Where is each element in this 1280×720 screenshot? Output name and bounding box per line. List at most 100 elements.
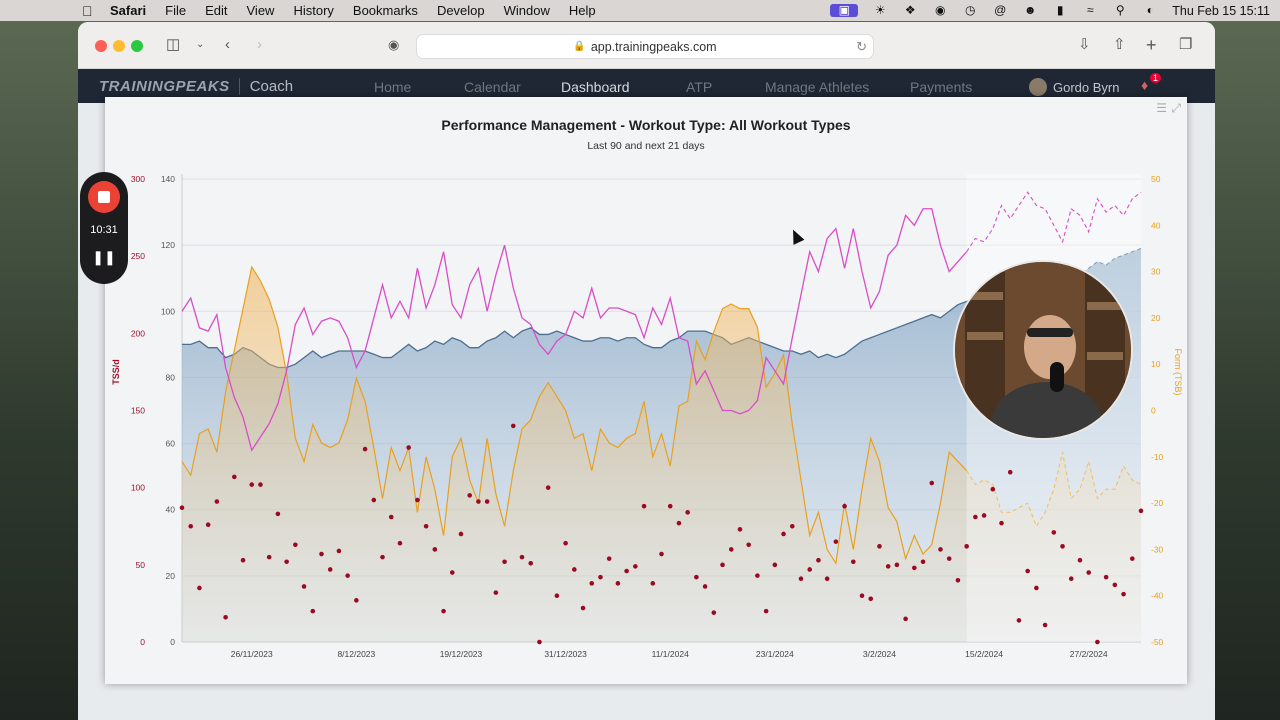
- tss-point: [1121, 591, 1126, 597]
- tsb-axis-tick-label: -10: [1151, 452, 1164, 462]
- tss-point: [388, 514, 394, 520]
- menu-bookmarks[interactable]: Bookmarks: [352, 3, 418, 18]
- at-icon[interactable]: @: [994, 3, 1007, 17]
- close-window-button[interactable]: [95, 40, 107, 52]
- nav-payments[interactable]: Payments: [910, 79, 973, 95]
- tss-point: [232, 474, 237, 480]
- wifi-icon[interactable]: ≈: [1086, 3, 1094, 17]
- tss-point: [179, 505, 185, 511]
- new-tab-icon[interactable]: +: [1146, 35, 1157, 55]
- tss-axis-tick-label: 100: [131, 483, 145, 493]
- url-text: app.trainingpeaks.com: [590, 39, 717, 54]
- pause-icon[interactable]: ❚❚: [92, 249, 116, 265]
- tss-point: [877, 544, 882, 549]
- tss-point: [197, 585, 202, 591]
- trainingpeaks-logo[interactable]: TRAININGPEAKS: [99, 77, 230, 95]
- tss-point: [563, 540, 568, 546]
- tss-point: [1086, 570, 1091, 575]
- tss-axis-tick-label: 250: [131, 251, 145, 261]
- tss-point: [1025, 568, 1030, 574]
- address-bar[interactable]: 🔒 app.trainingpeaks.com ↻: [416, 34, 874, 59]
- tss-point: [728, 547, 734, 552]
- tss-point: [824, 576, 830, 582]
- tss-point: [912, 565, 917, 571]
- hamburger-menu-icon[interactable]: ☰: [1156, 101, 1167, 115]
- tsb-axis-tick-label: -50: [1151, 637, 1164, 647]
- menu-develop[interactable]: Develop: [436, 3, 485, 18]
- dropbox-icon[interactable]: ❖: [904, 3, 916, 17]
- tss-point: [624, 568, 629, 574]
- tss-point: [964, 544, 969, 549]
- nav-calendar[interactable]: Calendar: [464, 79, 521, 95]
- tss-point: [667, 503, 673, 509]
- minimize-window-button[interactable]: [113, 40, 125, 52]
- user-icon[interactable]: ☻: [1023, 3, 1037, 17]
- menu-help[interactable]: Help: [568, 3, 596, 18]
- tss-point: [205, 522, 211, 528]
- tss-point: [720, 562, 725, 568]
- reload-icon[interactable]: ↻: [856, 39, 867, 54]
- stop-recording-button[interactable]: [88, 181, 120, 213]
- menu-window[interactable]: Window: [503, 3, 550, 18]
- tss-point: [711, 610, 717, 615]
- tss-point: [249, 482, 255, 487]
- globe-icon[interactable]: ◉: [934, 3, 946, 17]
- tsb-axis-tick-label: 40: [1151, 220, 1161, 230]
- screen-recorder-widget: 10:31 ❚❚: [80, 172, 128, 284]
- search-icon[interactable]: ⚲: [1115, 3, 1125, 17]
- ctl-axis-tick-label: 20: [166, 571, 176, 581]
- tss-point: [397, 540, 403, 546]
- share-icon[interactable]: ⇧: [1113, 36, 1126, 53]
- webcam-overlay: [953, 260, 1133, 440]
- avatar: [1029, 78, 1047, 96]
- tss-point: [789, 523, 795, 529]
- privacy-report-icon[interactable]: ◉: [388, 37, 400, 52]
- apple-icon[interactable]: : [82, 3, 98, 19]
- nav-manage-athletes[interactable]: Manage Athletes: [765, 79, 870, 95]
- tss-point: [214, 499, 220, 504]
- tsb-axis-tick-label: 30: [1151, 267, 1161, 277]
- tsb-axis-tick-label: -40: [1151, 591, 1164, 601]
- brightness-icon[interactable]: ☀: [874, 3, 886, 17]
- menu-app[interactable]: Safari: [110, 3, 147, 18]
- tss-point: [572, 567, 577, 572]
- tss-point: [606, 556, 612, 561]
- tss-point: [981, 513, 987, 518]
- tss-point: [859, 593, 865, 598]
- sidebar-icon[interactable]: ◫: [166, 36, 181, 53]
- tss-point: [240, 557, 246, 563]
- screen-share-icon[interactable]: ▣: [830, 4, 859, 17]
- tsb-axis-label: Form (TSB): [1173, 349, 1183, 396]
- tss-point: [903, 616, 908, 622]
- menu-edit[interactable]: Edit: [205, 3, 228, 18]
- x-axis-tick-label: 31/12/2023: [544, 649, 587, 659]
- expand-icon[interactable]: ⤢: [1171, 101, 1181, 115]
- ctl-axis-tick-label: 40: [166, 505, 176, 515]
- menu-file[interactable]: File: [165, 3, 187, 18]
- menu-view[interactable]: View: [246, 3, 275, 18]
- form-line-future: [966, 452, 1142, 528]
- user-menu[interactable]: Gordo Byrn: [1029, 78, 1119, 96]
- maximize-window-button[interactable]: [131, 40, 143, 52]
- tsb-axis-tick-label: -20: [1151, 498, 1164, 508]
- tss-axis-tick-label: 150: [131, 406, 145, 416]
- forward-icon[interactable]: ›: [257, 36, 262, 53]
- nav-dashboard[interactable]: Dashboard: [561, 79, 630, 95]
- nav-atp[interactable]: ATP: [686, 79, 713, 95]
- chart-title: Performance Management - Workout Type: A…: [441, 117, 851, 133]
- battery-icon[interactable]: ▮: [1056, 3, 1064, 17]
- clock-icon[interactable]: ◷: [964, 3, 976, 17]
- tss-point: [676, 520, 682, 526]
- menubar-clock[interactable]: Thu Feb 15 15:11: [1172, 3, 1270, 18]
- tss-point: [633, 564, 638, 569]
- back-icon[interactable]: ‹: [225, 36, 230, 53]
- nav-home[interactable]: Home: [374, 79, 412, 95]
- menu-history[interactable]: History: [293, 3, 334, 18]
- chevron-down-icon[interactable]: ⌄: [196, 39, 205, 50]
- control-center-icon[interactable]: ◐: [1146, 3, 1154, 17]
- tss-point: [885, 564, 891, 569]
- tss-point: [1060, 544, 1065, 549]
- bell-icon[interactable]: ♦: [1141, 77, 1149, 93]
- tab-overview-icon[interactable]: ❐: [1179, 36, 1193, 53]
- downloads-icon[interactable]: ⇩: [1078, 36, 1091, 53]
